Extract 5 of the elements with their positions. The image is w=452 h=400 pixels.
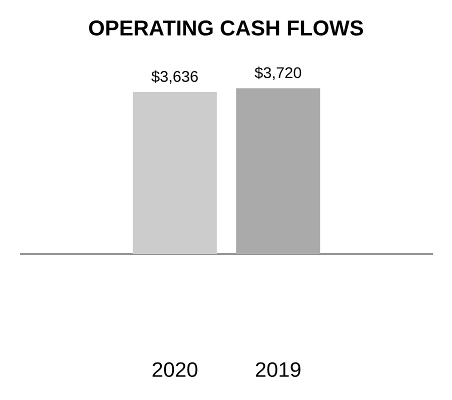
data-label: $3,720 [254,66,302,80]
data-label: $3,636 [151,70,198,84]
chart-title: OPERATING CASH FLOWS [89,20,364,36]
x-tick-label: 2019 [256,362,300,378]
x-tick-label: 2020 [152,362,198,378]
